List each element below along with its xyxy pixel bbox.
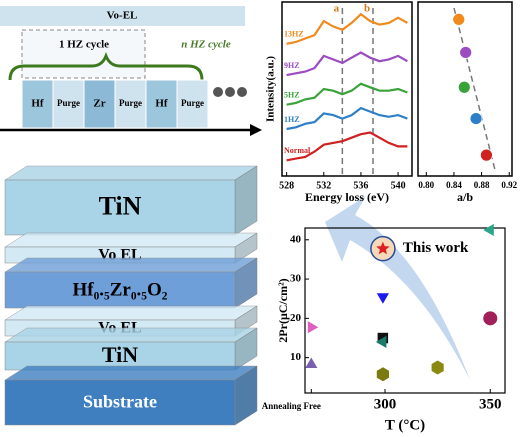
point [305, 357, 318, 368]
x-tick-label: 0.84 [446, 180, 462, 190]
cycle-cell-label: Purge [57, 98, 80, 108]
x-tick-label: 528 [279, 180, 294, 191]
layer-label: TiN [102, 342, 138, 367]
cycle-cell-label: Purge [119, 98, 142, 108]
layer-top [4, 305, 258, 321]
cycle-box [21, 29, 146, 79]
cycle-dot [213, 87, 223, 97]
point [480, 148, 493, 162]
point [457, 80, 471, 94]
series-label: Normal [284, 146, 311, 155]
series-label: 1HZ [284, 115, 300, 124]
cycle-cell-label: Purge [181, 98, 204, 108]
cycle-cell [21, 79, 54, 129]
layer-top [4, 257, 258, 273]
point [483, 223, 494, 236]
y-tick-label: 40 [290, 233, 302, 245]
series-label: 9HZ [284, 61, 300, 70]
point [469, 112, 483, 125]
trend-arrow [325, 196, 470, 380]
y-tick-label: 20 [290, 312, 302, 324]
point [483, 311, 498, 326]
y-tick-label: 30 [290, 273, 302, 285]
cycle-cell-label: Zr [93, 98, 105, 110]
x-tick-label: 0.80 [418, 180, 434, 190]
layer-top [4, 165, 258, 181]
n-cycle-label: n HZ cycle [181, 39, 231, 51]
x-tick-label: Annealing Free [262, 401, 321, 411]
spectrum-line [286, 106, 408, 131]
point [376, 293, 389, 304]
peak-label: b [364, 3, 370, 15]
layer-top [4, 365, 258, 381]
peak-label: a [334, 3, 340, 15]
annotation: This work [403, 240, 469, 256]
layer-label: Hf₀.₅Zr₀.₅O₂ [73, 279, 168, 300]
y-axis-label: Intensity(a.u.) [265, 56, 277, 122]
x-axis-label: Energy loss (eV) [305, 190, 389, 204]
arrow-head [250, 124, 262, 136]
x-tick-label: 536 [353, 180, 368, 191]
trend-line [453, 7, 496, 171]
x-axis-label: a/b [457, 190, 473, 204]
cycle-cell [176, 79, 209, 129]
x-tick-label: 350 [479, 396, 502, 412]
cycle-cell [114, 79, 147, 129]
x-tick-label: 300 [374, 396, 397, 412]
point [375, 335, 387, 348]
series-label: 5HZ [284, 90, 300, 99]
cycle-dot [237, 87, 247, 97]
y-tick-label: 10 [290, 351, 302, 363]
spectrum-line [286, 82, 408, 106]
spectrum-line [286, 12, 408, 45]
cycle-dot [225, 87, 235, 97]
x-tick-label: 532 [316, 180, 331, 191]
cycle-brace [8, 51, 204, 81]
layer-front [4, 379, 236, 426]
cycle-cell [52, 79, 85, 129]
plot-frame [304, 227, 506, 394]
point [376, 241, 390, 255]
x-tick-label: 540 [391, 180, 406, 191]
x-tick-label: 0.92 [501, 180, 517, 190]
layer-label: TiN [99, 191, 142, 220]
plot-frame [281, 1, 413, 177]
point [459, 46, 473, 59]
vo-el-bar [0, 6, 245, 26]
x-axis-label: T (°C) [385, 417, 425, 433]
point [376, 367, 389, 382]
plot-frame [417, 1, 513, 177]
one-cycle-label: 1 HZ cycle [59, 39, 109, 51]
point [307, 321, 319, 334]
vo-el-label: Vo-EL [107, 10, 138, 22]
layer-label: Substrate [83, 392, 157, 412]
y-axis-label: 2Pr(μC/cm²) [276, 278, 290, 342]
spectrum-line [286, 51, 408, 77]
cycle-cell-label: Hf [31, 98, 44, 110]
spectrum-line [286, 131, 408, 162]
cycle-cell-label: Hf [155, 98, 168, 110]
layer-top [4, 327, 258, 343]
x-tick-label: 0.88 [474, 180, 490, 190]
layer-front [4, 179, 236, 236]
point [431, 360, 444, 375]
layer-top [4, 232, 258, 248]
point [452, 12, 466, 26]
cycle-cell [83, 79, 116, 129]
layer-front [4, 341, 236, 371]
series-label: 13HZ [284, 30, 304, 39]
